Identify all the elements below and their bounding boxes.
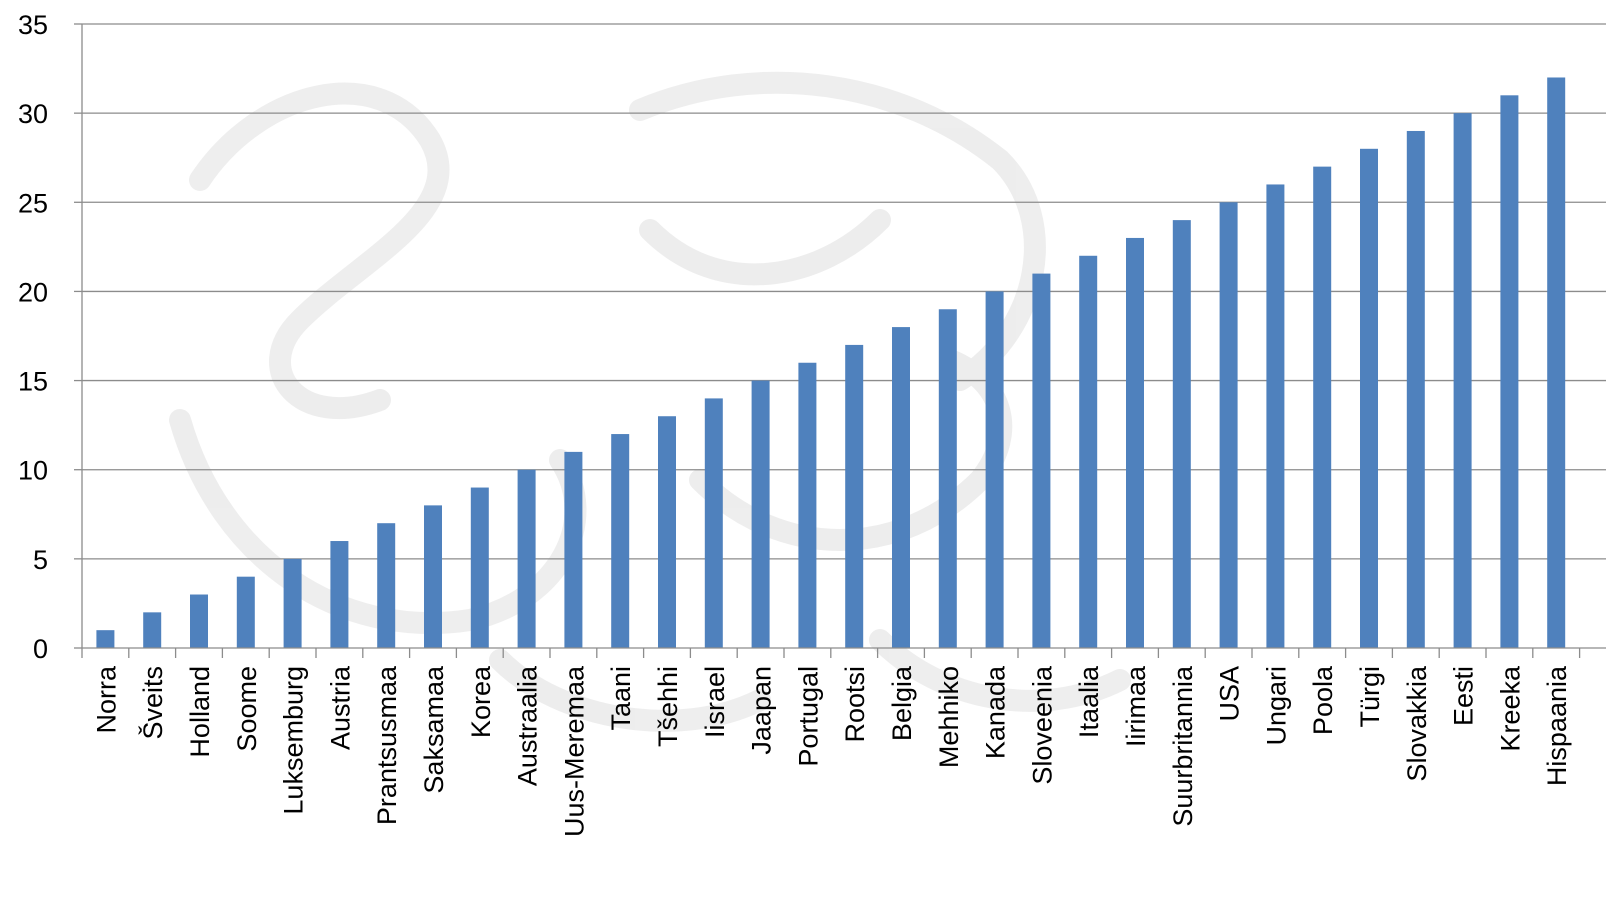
y-tick-labels: 0 5 10 15 20 25 30 35 bbox=[18, 10, 48, 664]
x-category-label: Korea bbox=[466, 665, 496, 738]
y-tick-label: 10 bbox=[18, 456, 48, 486]
y-tick-label: 35 bbox=[18, 10, 48, 40]
bar bbox=[1547, 77, 1566, 648]
x-category-label: Holland bbox=[185, 666, 215, 758]
bar bbox=[424, 505, 442, 648]
y-tick-label: 15 bbox=[18, 367, 48, 397]
axes bbox=[74, 23, 1606, 658]
x-category-label: Prantsusmaa bbox=[372, 665, 402, 825]
y-tick-label: 5 bbox=[33, 545, 48, 575]
bar bbox=[892, 327, 910, 648]
bar bbox=[377, 523, 396, 648]
bar bbox=[751, 380, 770, 648]
bar bbox=[1219, 202, 1238, 649]
bar bbox=[283, 558, 302, 648]
x-category-label: Norra bbox=[91, 665, 121, 733]
x-category-label: Luksemburg bbox=[279, 666, 309, 815]
x-category-label: Türgi bbox=[1355, 666, 1385, 728]
bar bbox=[611, 434, 630, 648]
bar bbox=[1313, 166, 1332, 648]
x-category-label: Soome bbox=[232, 666, 262, 752]
x-category-label: Kreeka bbox=[1495, 665, 1525, 752]
bar bbox=[658, 416, 676, 648]
bar bbox=[1406, 130, 1425, 648]
watermark-emblem bbox=[169, 71, 1131, 732]
y-tick-label: 30 bbox=[18, 99, 48, 129]
gridlines bbox=[82, 23, 1606, 560]
x-category-label: Kanada bbox=[981, 665, 1011, 759]
bar bbox=[845, 344, 864, 648]
bar bbox=[96, 630, 115, 648]
bar bbox=[1172, 220, 1191, 648]
y-tick-label: 20 bbox=[18, 277, 48, 307]
x-category-label: Rootsi bbox=[840, 666, 870, 743]
bars bbox=[96, 77, 1566, 649]
bar bbox=[1266, 184, 1285, 648]
x-category-label: Poola bbox=[1308, 665, 1338, 735]
x-category-label: Jaapan bbox=[747, 666, 777, 755]
bar bbox=[1500, 95, 1519, 649]
bar bbox=[190, 594, 208, 648]
bar bbox=[985, 291, 1004, 648]
x-category-label: USA bbox=[1215, 666, 1245, 722]
x-category-label: Iisrael bbox=[700, 666, 730, 738]
bar bbox=[1453, 113, 1472, 648]
x-category-label: Austraalia bbox=[513, 665, 543, 786]
x-category-label: Suurbritannia bbox=[1168, 665, 1198, 827]
x-category-labels: Norra Šveits Holland Soome Luksemburg Austria… bbox=[91, 665, 1572, 837]
bar bbox=[1126, 237, 1144, 648]
bar bbox=[798, 362, 817, 648]
x-category-label: Iirimaa bbox=[1121, 665, 1151, 747]
bar bbox=[938, 309, 957, 648]
x-category-label: Uus-Meremaa bbox=[559, 665, 589, 837]
bar bbox=[236, 576, 255, 648]
bar bbox=[143, 612, 162, 648]
x-category-label: Eesti bbox=[1449, 666, 1479, 726]
x-category-label: Saksamaa bbox=[419, 665, 449, 794]
x-category-label: Slovakkia bbox=[1402, 665, 1432, 782]
bar bbox=[1079, 255, 1098, 648]
bar bbox=[330, 541, 349, 648]
x-category-label: Hispaania bbox=[1542, 665, 1572, 786]
bar bbox=[470, 487, 489, 648]
bar bbox=[1032, 273, 1051, 648]
x-category-label: Itaalia bbox=[1074, 665, 1104, 738]
x-category-label: Belgia bbox=[887, 665, 917, 741]
x-category-label: Portugal bbox=[793, 666, 823, 767]
bar bbox=[564, 451, 583, 648]
x-category-label: Šveits bbox=[137, 666, 168, 740]
x-category-label: Austria bbox=[325, 665, 355, 750]
x-category-label: Mehhiko bbox=[934, 666, 964, 768]
y-tick-label: 25 bbox=[18, 188, 48, 218]
x-category-label: Sloveenia bbox=[1027, 665, 1057, 785]
x-category-label: Taani bbox=[606, 666, 636, 731]
bar bbox=[1360, 148, 1378, 649]
bar bbox=[517, 469, 536, 648]
bar bbox=[704, 398, 723, 648]
y-tick-label: 0 bbox=[33, 634, 48, 664]
x-category-label: Ungari bbox=[1261, 666, 1291, 746]
x-category-label: Tšehhi bbox=[653, 666, 683, 747]
